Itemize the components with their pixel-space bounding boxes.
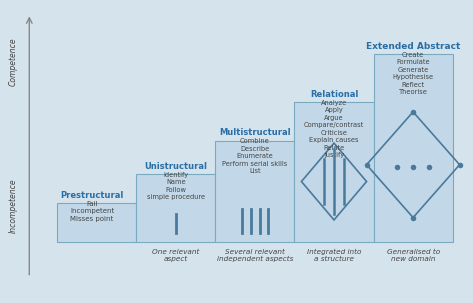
Text: Several relevant
independent aspects: Several relevant independent aspects	[217, 249, 293, 262]
Bar	[57, 203, 136, 241]
Text: Prestructural: Prestructural	[61, 191, 124, 200]
Bar	[136, 174, 215, 241]
Bar	[215, 141, 295, 241]
Text: One relevant
aspect: One relevant aspect	[152, 249, 200, 262]
Text: Competence: Competence	[9, 37, 18, 86]
Text: Create
Formulate
Generate
Hypothesise
Reflect
Theorise: Create Formulate Generate Hypothesise Re…	[393, 52, 434, 95]
Text: Identify
Name
Follow
simple procedure: Identify Name Follow simple procedure	[147, 172, 205, 200]
Text: Incompetence: Incompetence	[9, 178, 18, 233]
Bar	[374, 54, 453, 241]
Text: Fail
Incompetent
Misses point: Fail Incompetent Misses point	[70, 201, 114, 222]
Text: Analyze
Apply
Argue
Compare/contrast
Criticise
Explain causes
Relate
Justify: Analyze Apply Argue Compare/contrast Cri…	[304, 100, 364, 158]
Text: Multistructural: Multistructural	[219, 128, 291, 137]
Text: Relational: Relational	[310, 90, 358, 99]
Bar	[295, 102, 374, 241]
Text: Extended Abstract: Extended Abstract	[366, 42, 460, 51]
Text: Combine
Describe
Enumerate
Perform serial skills
List: Combine Describe Enumerate Perform seria…	[222, 138, 288, 174]
Text: Generalised to
new domain: Generalised to new domain	[386, 249, 439, 262]
Text: Unistructural: Unistructural	[144, 162, 207, 171]
Text: Integrated into
a structure: Integrated into a structure	[307, 249, 361, 262]
